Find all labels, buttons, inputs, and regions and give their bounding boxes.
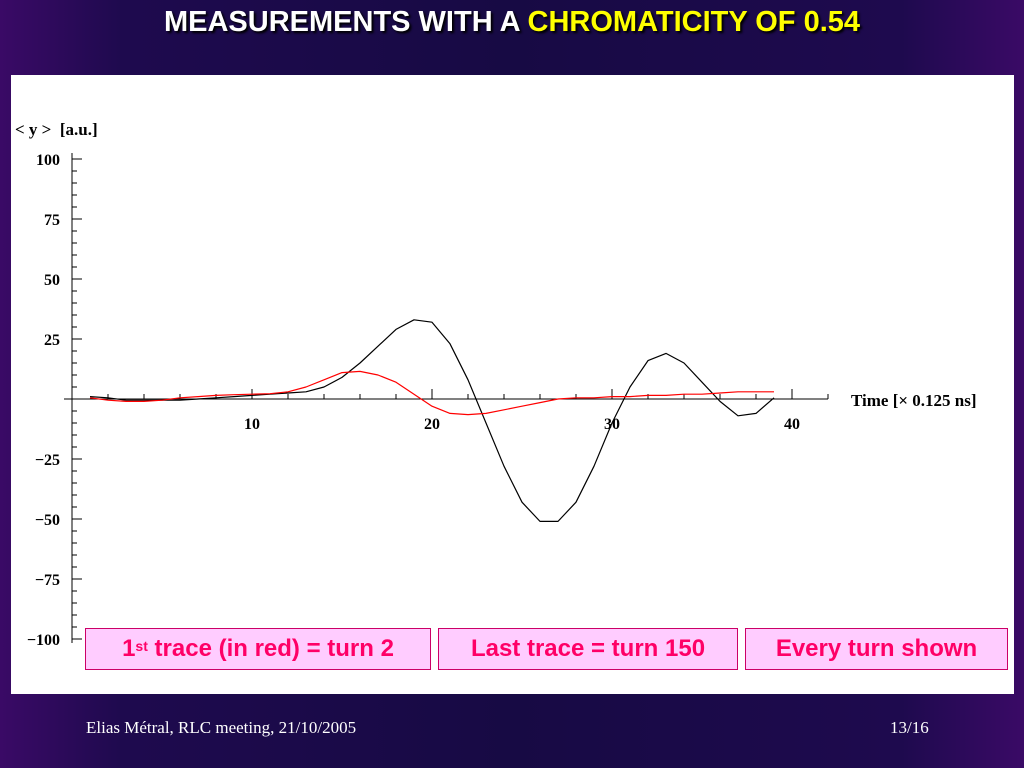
y-axis-title: < y > [a.u.] <box>15 120 98 139</box>
page-number: 13/16 <box>890 718 929 737</box>
note-last-trace-text: Last trace = turn 150 <box>470 635 706 662</box>
slide-title: MEASUREMENTS WITH A CHROMATICITY OF 0.54 <box>0 6 1024 39</box>
footer-author: Elias Métral, RLC meeting, 21/10/2005 <box>86 718 357 737</box>
series-line-first-trace <box>89 370 774 416</box>
note-every-turn: Every turn shown <box>745 628 1008 670</box>
title-prefix: MEASUREMENTS WITH A <box>163 6 528 38</box>
y-tick-label: 25 <box>44 332 60 349</box>
y-tick-label: −100 <box>27 632 60 649</box>
x-axis-title: Time [× 0.125 ns] <box>851 391 977 410</box>
y-tick-label: 100 <box>36 152 60 169</box>
x-tick-label: 20 <box>424 416 440 433</box>
y-tick-label: −50 <box>35 512 60 529</box>
title-highlight: CHROMATICITY OF 0.54 <box>527 6 861 38</box>
note-first-trace-text: trace (in red) = turn 2 <box>147 635 394 662</box>
y-tick-label: 75 <box>44 212 60 229</box>
plot-panel: 100 75 50 25 −25 −50 −75 −100 10 20 30 40 < y > [a.… <box>11 75 1014 694</box>
series-layer <box>89 319 775 522</box>
series-line-last-trace <box>89 319 775 522</box>
note-every-turn-text: Every turn shown <box>775 635 978 662</box>
x-tick-label: 10 <box>244 416 260 433</box>
note-first-trace-num: 1 <box>122 635 136 662</box>
y-tick-label: 50 <box>44 272 60 289</box>
y-tick-label: −25 <box>35 452 60 469</box>
note-last-trace: Last trace = turn 150 <box>438 628 738 670</box>
y-tick-label: −75 <box>35 572 60 589</box>
x-tick-label: 40 <box>784 416 800 433</box>
